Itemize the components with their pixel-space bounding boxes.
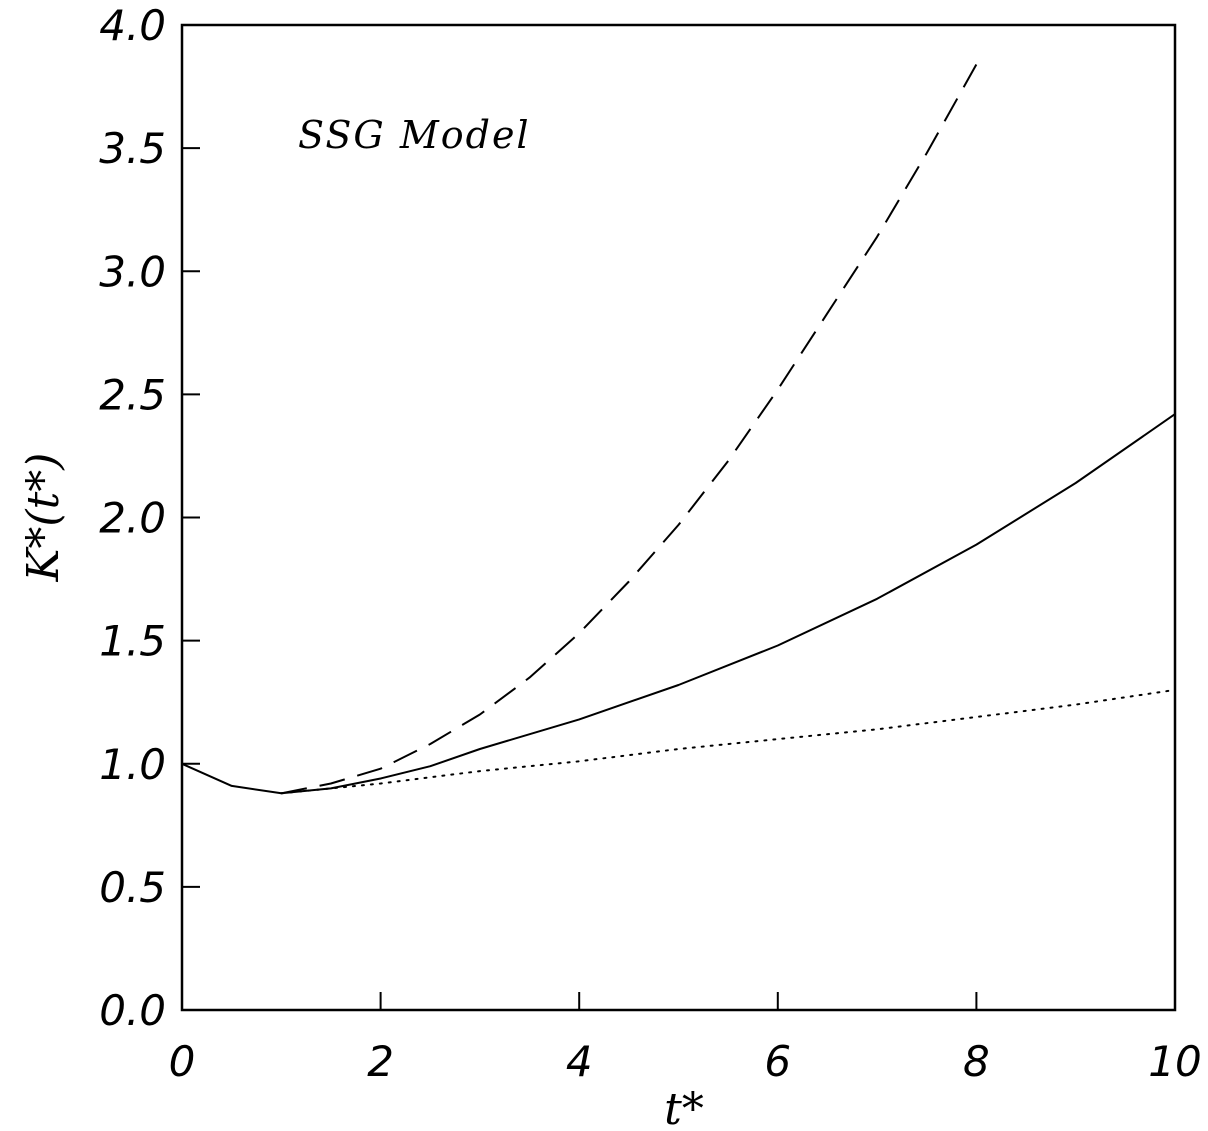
series-line-solid: [181, 413, 1176, 795]
plot-frame: [180, 23, 1177, 1012]
axis-tick-labels: 0 2 4 6 8 10 0.0 0.5 1.0 1.5 2.0 2.5 3.0 3.5 4.0: [99, 1, 1202, 1086]
x-tick-label: 6: [764, 1037, 791, 1086]
x-axis-title: t*: [664, 1084, 704, 1131]
y-tick-label: 4.0: [99, 1, 166, 50]
x-tick-label: 2: [367, 1037, 394, 1086]
y-tick-label: 1.5: [99, 617, 166, 666]
y-tick-label: 3.5: [99, 124, 166, 173]
axis-ticks: [182, 147, 978, 1010]
x-tick-label: 8: [963, 1037, 990, 1086]
y-tick-label: 3.0: [99, 247, 166, 296]
chart-annotation: SSG Model: [298, 113, 531, 157]
y-axis-title: K*(t*): [18, 453, 69, 583]
y-tick-label: 2.5: [99, 370, 166, 419]
x-tick-label: 0: [169, 1037, 196, 1086]
y-tick-label: 2.0: [99, 494, 166, 543]
x-tick-label: 4: [566, 1037, 593, 1086]
series-layer: [181, 63, 1176, 795]
series-line-dotted: [280, 688, 1176, 795]
x-tick-label: 10: [1148, 1037, 1201, 1086]
y-tick-label: 0.5: [99, 863, 166, 912]
y-tick-label: 0.0: [99, 986, 166, 1035]
series-line-dashed: [281, 63, 978, 795]
y-tick-label: 1.0: [99, 740, 166, 789]
